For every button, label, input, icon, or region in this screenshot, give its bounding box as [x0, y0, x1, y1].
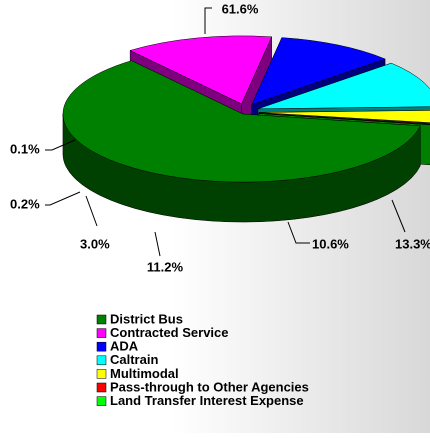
legend-label: Caltrain	[110, 352, 158, 367]
legend-swatch	[96, 396, 107, 406]
data-label: 3.0%	[80, 236, 110, 251]
data-label: 61.6%	[222, 1, 259, 16]
slice-top	[62, 60, 421, 183]
leader-line	[391, 199, 406, 233]
leader-line	[45, 191, 81, 206]
data-label: 13.3%	[395, 236, 430, 251]
legend-swatch	[96, 314, 107, 325]
data-label: 10.6%	[312, 236, 349, 251]
legend-label: ADA	[110, 339, 139, 354]
leader-line	[154, 231, 161, 257]
legend-swatch	[96, 328, 107, 338]
legend-label: Land Transfer Interest Expense	[110, 393, 304, 408]
slice-top	[129, 35, 273, 105]
legend-swatch	[96, 355, 107, 366]
slice-top	[251, 37, 386, 106]
data-label: 0.1%	[10, 141, 40, 156]
legend-label: Contracted Service	[110, 325, 229, 340]
data-label: 0.2%	[10, 196, 40, 211]
legend-label: Pass-through to Other Agencies	[110, 379, 309, 394]
leader-line	[85, 195, 98, 227]
legend-swatch	[96, 369, 107, 379]
slice	[62, 60, 421, 223]
slice-top	[258, 110, 430, 123]
slice-top	[257, 62, 430, 110]
legend-swatch	[96, 382, 107, 393]
legend-label: Multimodal	[110, 366, 179, 381]
data-label: 11.2%	[147, 259, 184, 274]
leader-line	[45, 139, 76, 151]
leader-line	[204, 7, 212, 34]
legend-label: District Bus	[110, 311, 183, 326]
legend-swatch	[96, 341, 107, 352]
leader-line	[287, 221, 310, 244]
